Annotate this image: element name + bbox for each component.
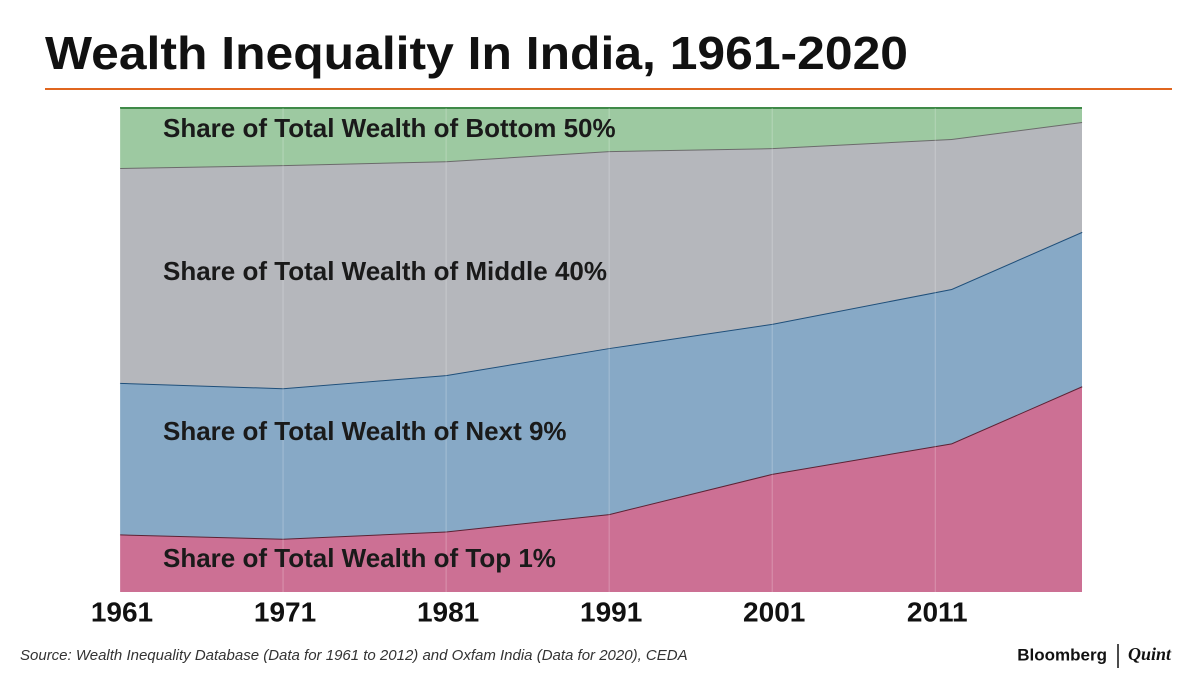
brand-name: Quint <box>1128 644 1172 664</box>
area <box>120 231 1082 539</box>
source-note: Source: Wealth Inequality Database (Data… <box>20 647 688 664</box>
series-label: Share of Total Wealth of Bottom 50% <box>163 113 616 143</box>
chart-title: Wealth Inequality In India, 1961-2020 <box>45 27 908 79</box>
x-tick-label: 2011 <box>907 596 968 627</box>
brand-name: Bloomberg <box>1017 645 1107 664</box>
series-label: Share of Total Wealth of Middle 40% <box>163 256 607 286</box>
x-tick-label: 1971 <box>254 596 316 627</box>
x-tick-label: 1961 <box>91 596 153 627</box>
area <box>120 122 1082 389</box>
x-tick-label: 1981 <box>417 596 479 627</box>
series-label: Share of Total Wealth of Next 9% <box>163 416 567 446</box>
plot-area <box>119 107 1083 592</box>
x-tick-label: 1991 <box>580 596 642 627</box>
area <box>120 108 1082 169</box>
x-tick-label: 2001 <box>743 596 805 627</box>
series-label: Share of Total Wealth of Top 1% <box>163 543 556 573</box>
area <box>120 386 1082 592</box>
